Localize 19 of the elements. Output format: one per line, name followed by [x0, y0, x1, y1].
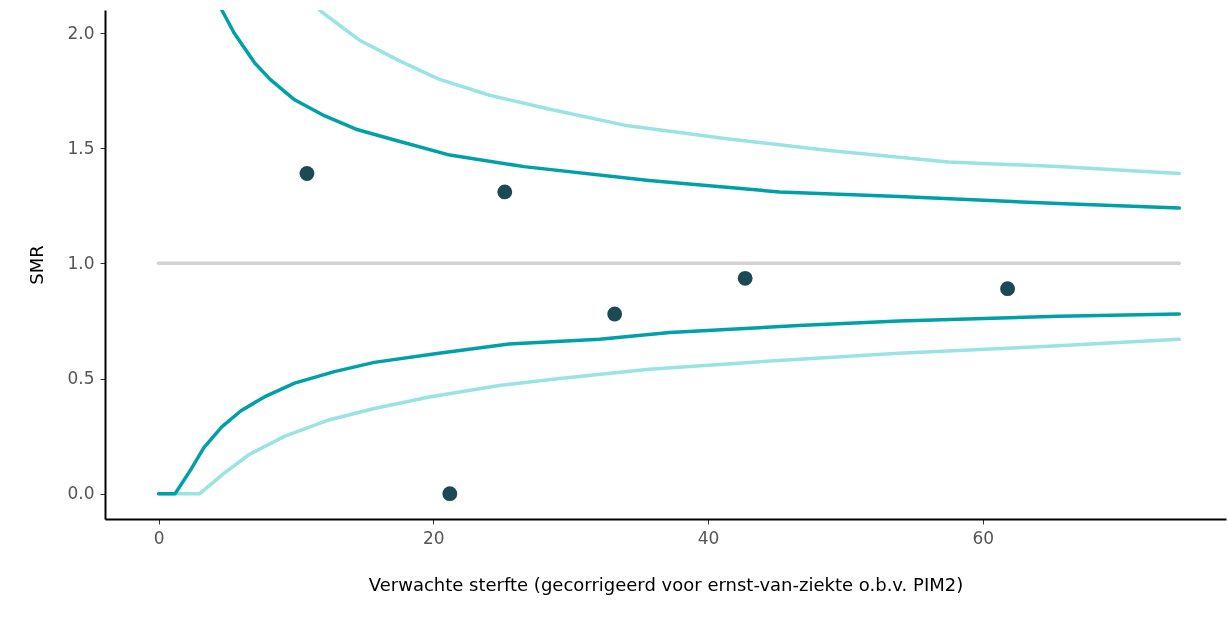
- point: [497, 184, 513, 200]
- y-tick-label: 1.5: [67, 137, 95, 158]
- y-axis-title: SMR: [26, 245, 48, 285]
- line-series: [317, 10, 1182, 176]
- point: [737, 270, 753, 286]
- point: [442, 486, 458, 502]
- x-tick-label: 20: [423, 527, 445, 548]
- y-tick-label: 0.5: [67, 368, 95, 389]
- y-tick-label: 2.0: [67, 22, 95, 43]
- y-tick-label: 1.0: [67, 252, 95, 273]
- x-tick-label: 0: [153, 527, 165, 548]
- point: [607, 306, 623, 322]
- y-tick-label: 0.0: [67, 483, 95, 504]
- point: [1000, 281, 1015, 297]
- x-tick-label: 40: [697, 527, 720, 548]
- x-tick-label: 60: [972, 527, 995, 548]
- point: [299, 166, 315, 181]
- line-series: [220, 10, 1182, 210]
- x-axis-title: Verwachte sterfte (gecorrigeerd voor ernst-van-ziekte o.b.v. PIM2): [368, 573, 964, 595]
